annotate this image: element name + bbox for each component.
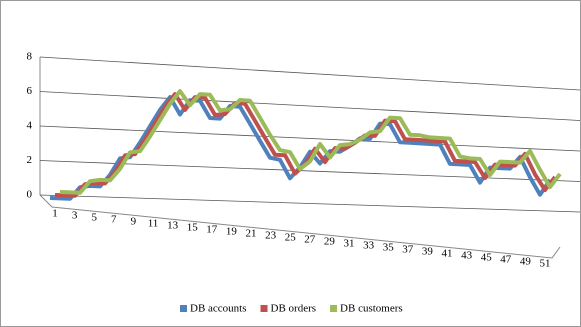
x-tick-label: 5 xyxy=(91,212,97,224)
y-tick-label: 8 xyxy=(27,51,33,63)
series-line xyxy=(59,89,562,195)
legend-label: DB accounts xyxy=(190,303,247,315)
x-tick-label: 45 xyxy=(481,252,493,264)
x-tick-label: 23 xyxy=(265,230,277,242)
x-tick-label: 15 xyxy=(187,222,199,234)
y-tick-label: 0 xyxy=(27,189,33,201)
x-tick-label: 17 xyxy=(206,224,218,236)
grid-line xyxy=(39,56,581,91)
x-tick-label: 25 xyxy=(285,232,297,244)
x-tick-label: 11 xyxy=(148,218,159,230)
x-tick-label: 39 xyxy=(422,246,434,258)
legend-swatch xyxy=(180,305,187,312)
x-tick-label: 27 xyxy=(304,234,316,246)
x-tick-label: 47 xyxy=(500,254,512,266)
x-tick-label: 41 xyxy=(442,248,453,260)
y-tick-label: 4 xyxy=(27,120,33,132)
x-tick-label: 9 xyxy=(131,216,137,228)
x-tick-label: 37 xyxy=(402,244,414,256)
grid-line xyxy=(39,91,581,121)
legend-swatch xyxy=(260,305,268,312)
x-tick-label: 21 xyxy=(246,228,257,240)
x-tick-label: 49 xyxy=(520,256,532,268)
x-tick-label: 51 xyxy=(540,258,551,270)
grid-line xyxy=(39,125,581,152)
x-tick-label: 13 xyxy=(167,220,179,232)
x-tick-label: 1 xyxy=(52,208,58,220)
grid-line xyxy=(39,160,581,182)
y-tick-label: 2 xyxy=(27,154,33,166)
x-tick-label: 3 xyxy=(72,210,78,222)
floor-edge xyxy=(39,194,561,259)
x-tick-label: 29 xyxy=(324,236,336,248)
legend-swatch xyxy=(330,305,338,312)
legend-label: DB customers xyxy=(340,303,403,315)
x-tick-label: 33 xyxy=(363,240,375,252)
y-tick-label: 6 xyxy=(27,85,33,97)
x-tick-label: 31 xyxy=(344,238,355,250)
x-tick-label: 35 xyxy=(383,242,395,254)
x-tick-label: 43 xyxy=(461,250,473,262)
legend-label: DB orders xyxy=(271,303,317,315)
grid-line xyxy=(39,194,581,213)
x-tick-label: 7 xyxy=(111,214,117,226)
x-tick-label: 19 xyxy=(226,226,238,238)
